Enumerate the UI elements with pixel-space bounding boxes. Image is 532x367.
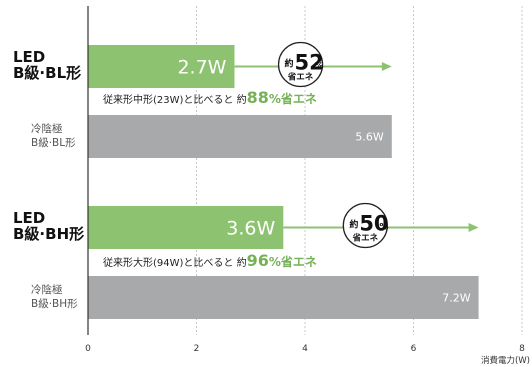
compare-value-label: 5.6W	[355, 131, 383, 144]
led-label-line1: LED	[13, 209, 45, 227]
x-tick-label: 0	[85, 344, 91, 354]
saving-bubble	[342, 202, 388, 249]
compare-label-line2: B級·BH形	[31, 297, 78, 310]
comparison-suffix: %省エネ	[269, 254, 317, 269]
x-tick-label: 4	[302, 344, 308, 354]
led-bar	[88, 206, 284, 249]
comparison-prefix: 従来形中形(23W)と比べると 約	[103, 93, 247, 106]
compare-bar	[88, 276, 479, 319]
bar-layer	[88, 45, 479, 319]
led-label-line2: B級·BL形	[13, 64, 81, 82]
bubble-prefix: 約	[349, 219, 358, 231]
x-tick-label: 6	[411, 344, 417, 354]
bubble-prefix: 約	[285, 58, 294, 70]
x-tick-label: 2	[194, 344, 200, 354]
grid-layer	[196, 6, 523, 335]
bubble-percent: %	[315, 62, 324, 72]
led-label-line1: LED	[13, 48, 45, 66]
comparison-suffix: %省エネ	[269, 91, 317, 106]
compare-label-line1: 冷陰極	[31, 122, 63, 135]
saving-comparison-text: 従来形大形(94W)と比べると 約96%省エネ	[103, 251, 317, 270]
led-value-label: 3.6W	[226, 218, 275, 240]
compare-value-label: 7.2W	[442, 292, 470, 305]
compare-bar	[88, 115, 392, 158]
x-axis-unit: 消費電力(W)	[481, 355, 530, 366]
bubble-number: 52	[295, 51, 324, 75]
comparison-number: 96	[247, 251, 269, 270]
saving-arrow-head	[468, 223, 479, 232]
bubble-sub: 省エネ	[352, 233, 379, 244]
comparison-number: 88	[247, 88, 269, 107]
led-bar	[88, 45, 235, 88]
led-value-label: 2.7W	[177, 57, 226, 79]
saving-comparison-text: 従来形中形(23W)と比べると 約88%省エネ	[103, 88, 317, 107]
comparison-prefix: 従来形大形(94W)と比べると 約	[103, 256, 247, 269]
bubble-percent: %	[379, 223, 388, 233]
saving-bubble	[277, 41, 324, 88]
bubble-number: 50	[359, 212, 388, 236]
x-tick-label: 8	[519, 344, 525, 354]
compare-label-line2: B級·BL形	[31, 136, 76, 149]
compare-label-line1: 冷陰極	[31, 283, 63, 296]
bubble-sub: 省エネ	[287, 72, 314, 83]
saving-arrow-head	[381, 62, 392, 71]
led-label-line2: B級·BH形	[13, 225, 84, 243]
